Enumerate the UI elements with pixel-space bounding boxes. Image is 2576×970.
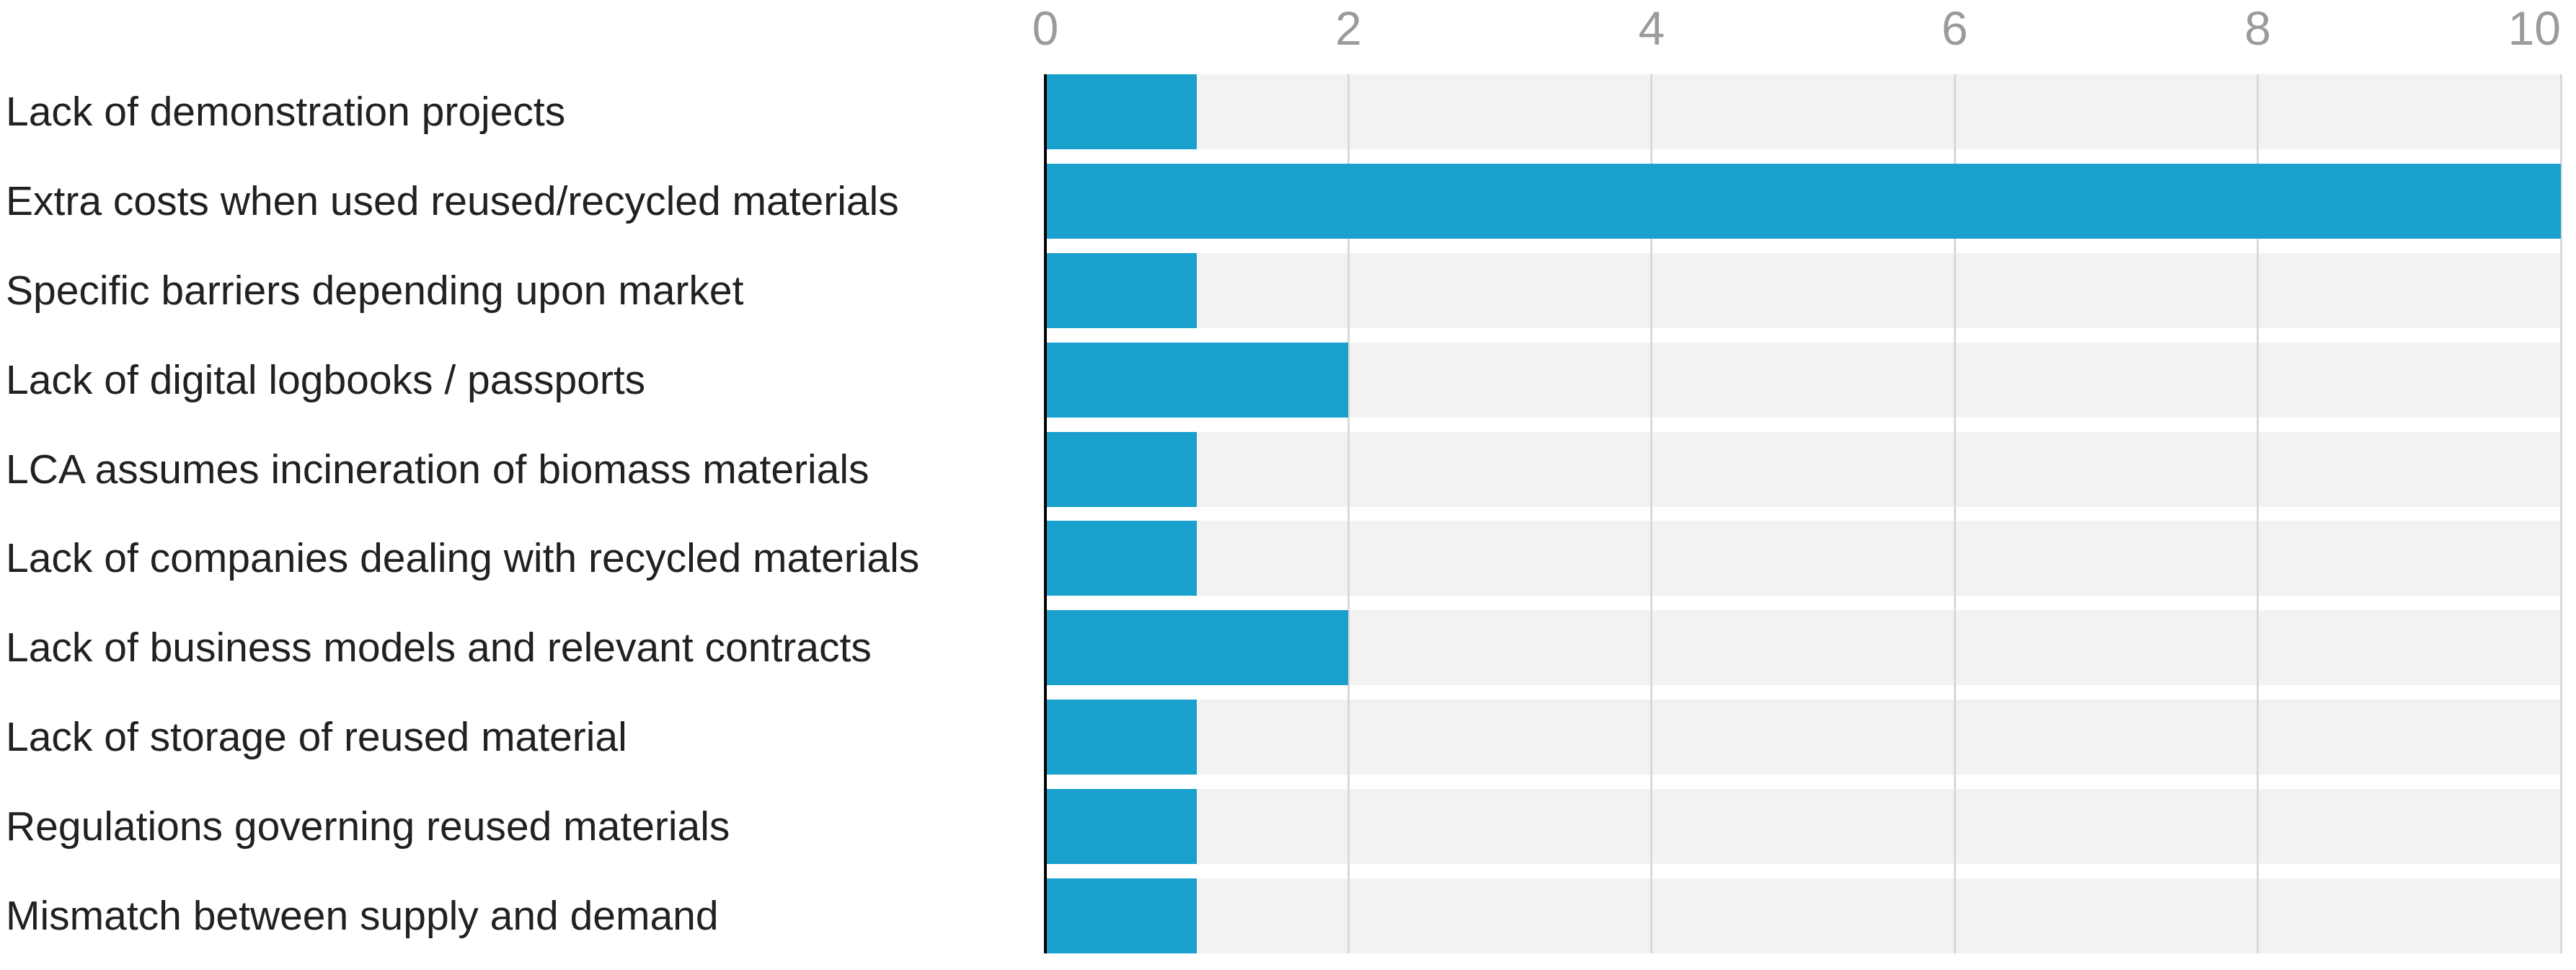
category-label: Mismatch between supply and demand	[6, 893, 719, 939]
category-label: Specific barriers depending upon market	[6, 267, 744, 314]
gridline	[2257, 74, 2259, 953]
y-axis-line	[1044, 74, 1047, 953]
x-tick-label: 6	[1941, 1, 1968, 55]
bar	[1045, 610, 1349, 686]
gridline	[1347, 74, 1350, 953]
x-tick-label: 2	[1335, 1, 1362, 55]
gridline	[2559, 74, 2562, 953]
bar	[1045, 252, 1198, 328]
bar	[1045, 789, 1198, 865]
row-band	[1045, 252, 2561, 328]
row-band	[1045, 74, 2561, 149]
row-band	[1045, 521, 2561, 596]
row-band	[1045, 789, 2561, 865]
bar	[1045, 163, 2561, 239]
bar	[1045, 700, 1198, 775]
category-label: Lack of business models and relevant con…	[6, 625, 872, 671]
x-tick-label: 0	[1032, 1, 1059, 55]
bar	[1045, 878, 1198, 953]
gridline	[1953, 74, 1956, 953]
category-label: Lack of digital logbooks / passports	[6, 356, 646, 403]
category-label: Lack of companies dealing with recycled …	[6, 535, 920, 582]
bar	[1045, 342, 1349, 418]
bar	[1045, 431, 1198, 507]
x-tick-label: 8	[2244, 1, 2271, 55]
row-band	[1045, 878, 2561, 953]
x-tick-label: 10	[2508, 1, 2561, 55]
category-label: Extra costs when used reused/recycled ma…	[6, 177, 899, 224]
bar	[1045, 74, 1198, 149]
row-band	[1045, 700, 2561, 775]
category-label: Lack of storage of reused material	[6, 714, 627, 761]
category-label: Regulations governing reused materials	[6, 803, 730, 850]
gridline	[1650, 74, 1653, 953]
category-label: LCA assumes incineration of biomass mate…	[6, 446, 869, 493]
category-label: Lack of demonstration projects	[6, 89, 566, 135]
x-tick-label: 4	[1638, 1, 1665, 55]
bar	[1045, 521, 1198, 596]
row-band	[1045, 431, 2561, 507]
